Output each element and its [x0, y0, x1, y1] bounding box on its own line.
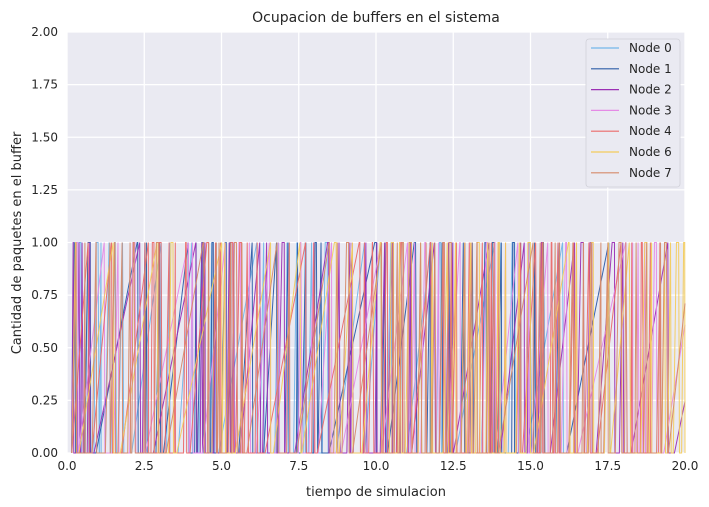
y-tick-label: 0.50 — [31, 341, 58, 355]
chart-title: Ocupacion de buffers en el sistema — [252, 10, 500, 26]
y-tick-label: 2.00 — [31, 25, 58, 39]
legend: Node 0 Node 1 Node 2 Node 3 Node 4 Node 6 Node… — [585, 38, 681, 188]
legend-label: Node 6 — [629, 145, 672, 159]
legend-label: Node 2 — [629, 83, 672, 97]
y-tick-label: 1.75 — [31, 78, 58, 92]
y-tick-label: 1.50 — [31, 130, 58, 144]
series-layer — [70, 242, 686, 454]
x-tick-label: 17.5 — [594, 459, 621, 473]
y-axis-label: Cantidad de paquetes en el buffer — [10, 131, 25, 354]
y-tick-label: 1.00 — [31, 236, 58, 250]
y-tick-label: 0.00 — [31, 446, 58, 460]
legend-label: Node 0 — [629, 41, 672, 55]
x-tick-label: 7.5 — [289, 459, 308, 473]
legend-box — [585, 38, 681, 188]
legend-label: Node 3 — [629, 103, 672, 117]
series-line-node-2 — [71, 242, 686, 454]
x-axis-label: tiempo de simulacion — [306, 485, 446, 500]
x-tick-label: 15.0 — [517, 459, 544, 473]
y-tick-label: 0.25 — [31, 393, 58, 407]
x-tick-label: 12.5 — [440, 459, 467, 473]
x-tick-label: 0.0 — [57, 459, 76, 473]
x-tick-label: 20.0 — [672, 459, 699, 473]
x-tick-label: 10.0 — [363, 459, 390, 473]
legend-label: Node 7 — [629, 166, 672, 180]
y-axis-ticks: 0.00 0.25 0.50 0.75 1.00 1.25 1.50 1.75 2.00 — [31, 25, 58, 460]
legend-label: Node 1 — [629, 62, 672, 76]
series-line-node-7 — [71, 242, 686, 454]
x-tick-label: 5.0 — [212, 459, 231, 473]
x-axis-ticks: 0.0 2.5 5.0 7.5 10.0 12.5 15.0 17.5 20.0 — [57, 459, 698, 473]
y-tick-label: 0.75 — [31, 288, 58, 302]
legend-label: Node 4 — [629, 124, 672, 138]
x-tick-label: 2.5 — [135, 459, 154, 473]
y-tick-label: 1.25 — [31, 183, 58, 197]
